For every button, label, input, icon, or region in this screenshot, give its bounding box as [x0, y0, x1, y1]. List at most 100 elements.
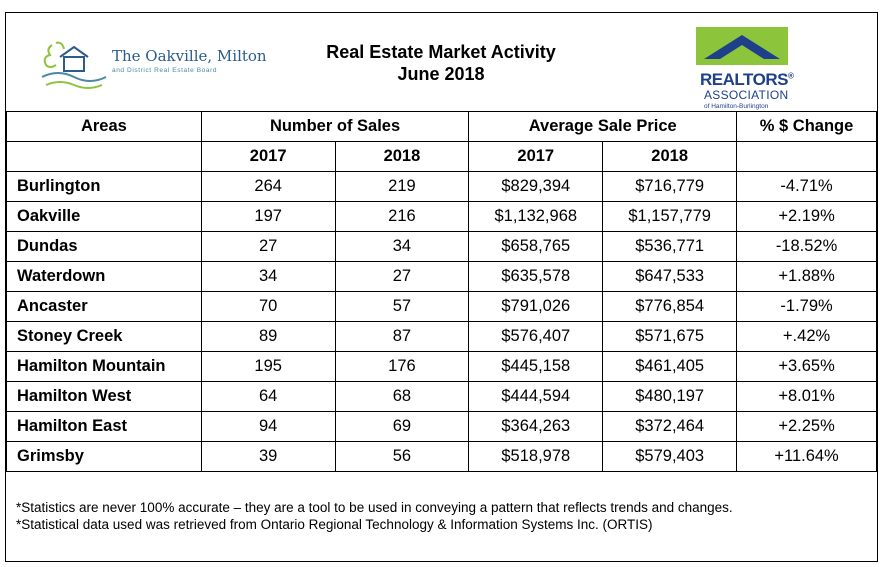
sales-2017-cell: 89: [200, 321, 336, 352]
area-cell: Hamilton Mountain: [6, 351, 202, 382]
price-2017-cell: $364,263: [468, 411, 604, 442]
change-cell: -1.79%: [736, 291, 877, 322]
sales-2017-cell: 197: [200, 201, 336, 232]
sales-2017-cell: 27: [200, 231, 336, 262]
oakville-board-subtitle: and District Real Estate Board: [112, 67, 218, 74]
area-cell: Grimsby: [6, 441, 202, 472]
price-2017-cell: $444,594: [468, 381, 604, 412]
table-row: Burlington 264 219 $829,394 $716,779 -4.…: [6, 171, 877, 202]
sales-2017-cell: 264: [200, 171, 336, 202]
area-cell: Ancaster: [6, 291, 202, 322]
sales-2018-cell: 69: [334, 411, 470, 442]
change-cell: -18.52%: [736, 231, 877, 262]
association-label: ASSOCIATION: [704, 88, 789, 102]
year-sales-2018: 2018: [334, 141, 470, 172]
market-activity-table: Areas Number of Sales Average Sale Price…: [6, 111, 877, 472]
registered-mark: ®: [787, 71, 794, 81]
sales-2018-cell: 87: [334, 321, 470, 352]
price-2017-cell: $445,158: [468, 351, 604, 382]
house-icon: [696, 27, 788, 65]
price-2018-cell: $461,405: [602, 351, 738, 382]
report-frame: The Oakville, Milton and District Real E…: [5, 12, 878, 562]
price-2017-cell: $791,026: [468, 291, 604, 322]
realtors-association-logo: REALTORS® ASSOCIATION of Hamilton-Burlin…: [694, 25, 804, 110]
table-row: Hamilton East 94 69 $364,263 $372,464 +2…: [6, 411, 877, 442]
table-row: Waterdown 34 27 $635,578 $647,533 +1.88%: [6, 261, 877, 292]
sales-2018-cell: 219: [334, 171, 470, 202]
area-cell: Hamilton West: [6, 381, 202, 412]
change-cell: +.42%: [736, 321, 877, 352]
price-2018-cell: $480,197: [602, 381, 738, 412]
realtors-name: REALTORS®: [700, 70, 794, 89]
price-2017-cell: $829,394: [468, 171, 604, 202]
table-row: Stoney Creek 89 87 $576,407 $571,675 +.4…: [6, 321, 877, 352]
year-sales-2017: 2017: [200, 141, 336, 172]
area-cell: Waterdown: [6, 261, 202, 292]
header-average-sale-price: Average Sale Price: [468, 111, 738, 142]
page-title: Real Estate Market Activity June 2018: [286, 41, 596, 85]
price-2018-cell: $647,533: [602, 261, 738, 292]
sales-2018-cell: 57: [334, 291, 470, 322]
price-2018-cell: $776,854: [602, 291, 738, 322]
sales-2018-cell: 27: [334, 261, 470, 292]
price-2018-cell: $536,771: [602, 231, 738, 262]
footnote-accuracy: *Statistics are never 100% accurate – th…: [16, 500, 733, 515]
footnote-source: *Statistical data used was retrieved fro…: [16, 517, 653, 532]
change-cell: +2.19%: [736, 201, 877, 232]
change-cell: -4.71%: [736, 171, 877, 202]
price-2017-cell: $518,978: [468, 441, 604, 472]
sales-2017-cell: 195: [200, 351, 336, 382]
price-2018-cell: $372,464: [602, 411, 738, 442]
footnotes: *Statistics are never 100% accurate – th…: [16, 499, 733, 533]
change-cell: +8.01%: [736, 381, 877, 412]
table-row: Ancaster 70 57 $791,026 $776,854 -1.79%: [6, 291, 877, 322]
sales-2017-cell: 34: [200, 261, 336, 292]
area-cell: Oakville: [6, 201, 202, 232]
sales-2017-cell: 70: [200, 291, 336, 322]
header-empty-cell: [6, 141, 202, 172]
change-cell: +2.25%: [736, 411, 877, 442]
area-cell: Stoney Creek: [6, 321, 202, 352]
table-row: Hamilton West 64 68 $444,594 $480,197 +8…: [6, 381, 877, 412]
sales-2017-cell: 94: [200, 411, 336, 442]
year-price-2018: 2018: [602, 141, 738, 172]
sales-2018-cell: 216: [334, 201, 470, 232]
header-percent-change: % $ Change: [736, 111, 877, 142]
title-line-2: June 2018: [397, 64, 485, 84]
association-subtitle: of Hamilton-Burlington: [704, 103, 769, 110]
table-row: Oakville 197 216 $1,132,968 $1,157,779 +…: [6, 201, 877, 232]
sales-2018-cell: 68: [334, 381, 470, 412]
report-header: The Oakville, Milton and District Real E…: [6, 13, 877, 111]
table-header-row: Areas Number of Sales Average Sale Price…: [6, 111, 877, 142]
year-price-2017: 2017: [468, 141, 604, 172]
price-2017-cell: $635,578: [468, 261, 604, 292]
change-cell: +11.64%: [736, 441, 877, 472]
sales-2018-cell: 56: [334, 441, 470, 472]
sales-2018-cell: 176: [334, 351, 470, 382]
table-body: Burlington 264 219 $829,394 $716,779 -4.…: [6, 171, 877, 472]
price-2018-cell: $579,403: [602, 441, 738, 472]
header-areas: Areas: [6, 111, 202, 142]
table-row: Grimsby 39 56 $518,978 $579,403 +11.64%: [6, 441, 877, 472]
table-row: Hamilton Mountain 195 176 $445,158 $461,…: [6, 351, 877, 382]
table-year-row: 2017 2018 2017 2018: [6, 141, 877, 172]
area-cell: Hamilton East: [6, 411, 202, 442]
header-empty-cell: [736, 141, 877, 172]
oakville-board-name: The Oakville, Milton: [112, 47, 267, 65]
tree-house-icon: [41, 41, 107, 89]
price-2018-cell: $716,779: [602, 171, 738, 202]
area-cell: Dundas: [6, 231, 202, 262]
change-cell: +3.65%: [736, 351, 877, 382]
table-row: Dundas 27 34 $658,765 $536,771 -18.52%: [6, 231, 877, 262]
sales-2018-cell: 34: [334, 231, 470, 262]
sales-2017-cell: 39: [200, 441, 336, 472]
title-line-1: Real Estate Market Activity: [326, 42, 556, 62]
oakville-board-logo: The Oakville, Milton and District Real E…: [38, 39, 278, 95]
sales-2017-cell: 64: [200, 381, 336, 412]
price-2018-cell: $571,675: [602, 321, 738, 352]
area-cell: Burlington: [6, 171, 202, 202]
price-2018-cell: $1,157,779: [602, 201, 738, 232]
header-number-of-sales: Number of Sales: [200, 111, 470, 142]
price-2017-cell: $658,765: [468, 231, 604, 262]
price-2017-cell: $1,132,968: [468, 201, 604, 232]
